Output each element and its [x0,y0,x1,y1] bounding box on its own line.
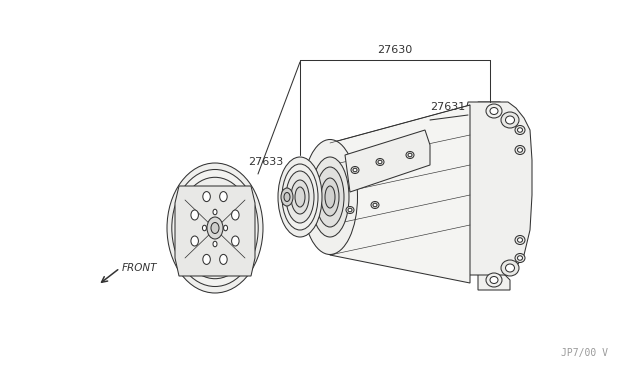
Ellipse shape [232,236,239,246]
Polygon shape [478,270,510,290]
Ellipse shape [203,192,211,202]
Ellipse shape [223,225,228,231]
Text: 27633: 27633 [248,157,284,167]
Ellipse shape [501,260,519,276]
Text: JP7/00 V: JP7/00 V [561,348,608,358]
Ellipse shape [220,254,227,264]
Ellipse shape [213,209,217,215]
Ellipse shape [515,253,525,263]
Ellipse shape [518,148,522,152]
Ellipse shape [282,164,318,230]
Ellipse shape [376,158,384,166]
Text: 27631: 27631 [430,102,465,112]
Ellipse shape [325,186,335,208]
Ellipse shape [518,128,522,132]
Ellipse shape [284,192,290,202]
Ellipse shape [506,264,515,272]
Ellipse shape [515,125,525,135]
Ellipse shape [408,153,412,157]
Ellipse shape [353,168,357,172]
Ellipse shape [220,192,227,202]
Ellipse shape [172,170,258,286]
Ellipse shape [232,210,239,220]
Ellipse shape [203,254,211,264]
Ellipse shape [202,225,207,231]
Text: 27630: 27630 [378,45,413,55]
Ellipse shape [311,157,349,237]
Ellipse shape [378,160,382,164]
Ellipse shape [490,108,498,115]
Ellipse shape [486,104,502,118]
Text: FRONT: FRONT [122,263,157,273]
Polygon shape [330,105,470,283]
Ellipse shape [515,145,525,154]
Ellipse shape [316,167,344,227]
Polygon shape [345,130,430,192]
Ellipse shape [371,202,379,208]
Ellipse shape [450,115,490,270]
Ellipse shape [518,238,522,242]
Ellipse shape [321,178,339,216]
Ellipse shape [281,188,293,206]
Ellipse shape [177,177,252,279]
Ellipse shape [291,180,309,214]
Ellipse shape [486,273,502,287]
Ellipse shape [211,222,219,234]
Polygon shape [478,102,510,120]
Ellipse shape [506,116,515,124]
Ellipse shape [191,236,198,246]
Ellipse shape [348,208,352,212]
Ellipse shape [295,187,305,207]
Polygon shape [175,186,255,276]
Ellipse shape [406,151,414,158]
Ellipse shape [518,256,522,260]
Ellipse shape [303,140,358,254]
Ellipse shape [515,235,525,244]
Ellipse shape [278,157,322,237]
Ellipse shape [351,167,359,173]
Ellipse shape [191,210,198,220]
Ellipse shape [286,171,314,223]
Ellipse shape [207,217,223,239]
Ellipse shape [213,241,217,247]
Ellipse shape [501,112,519,128]
Polygon shape [462,102,532,275]
Ellipse shape [373,203,377,207]
Ellipse shape [346,206,354,214]
Ellipse shape [167,163,263,293]
Ellipse shape [490,276,498,283]
